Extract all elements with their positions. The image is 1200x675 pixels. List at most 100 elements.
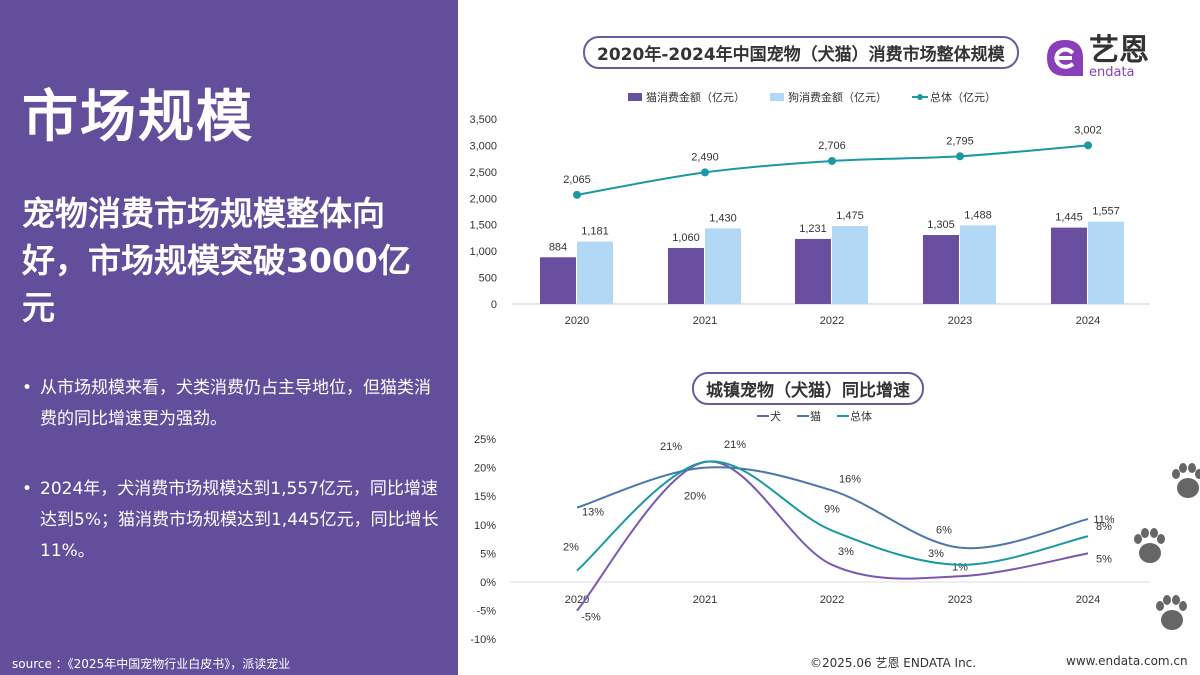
legend-label: 犬	[770, 409, 781, 423]
x-tick-label: 2021	[693, 594, 717, 606]
y-tick-label: 0	[491, 299, 497, 311]
bar-label: 1,181	[581, 226, 609, 238]
x-tick-label: 2023	[948, 594, 972, 606]
growth-label: 20%	[684, 491, 706, 503]
growth-line-2	[576, 460, 1089, 572]
total-label: 2,795	[946, 135, 974, 147]
paw-toe	[1150, 528, 1158, 538]
growth-label: 13%	[582, 507, 604, 519]
y-tick-label: 25%	[474, 434, 496, 446]
logo-text: 艺恩	[1089, 33, 1149, 68]
bar-dog	[705, 228, 741, 304]
total-point	[828, 156, 836, 165]
bar-label: 884	[549, 241, 567, 253]
total-line	[576, 144, 1089, 196]
bar-label: 1,231	[799, 223, 827, 235]
section-title: 市场规模	[22, 85, 254, 150]
left-panel: 市场规模 宠物消费市场规模整体向好，市场规模突破3000亿元 从市场规模来看，犬…	[0, 0, 458, 675]
growth-label: 16%	[839, 473, 861, 485]
paw-toe	[1179, 601, 1187, 611]
growth-label: 2%	[563, 542, 579, 554]
bar-dog	[1088, 221, 1124, 304]
legend-swatch	[770, 93, 784, 101]
logo-sub: endata	[1089, 65, 1135, 80]
x-tick-label: 2024	[1076, 315, 1100, 327]
y-tick-label: 500	[479, 273, 497, 285]
y-tick-label: 1,000	[469, 246, 497, 258]
legend-label: 狗消费金额（亿元）	[788, 90, 887, 104]
source-note: source ：《2025年中国宠物行业白皮书》，派读宠业	[12, 657, 291, 671]
bar-cat	[923, 235, 959, 304]
y-tick-label: 20%	[474, 463, 496, 475]
paw-print-icon	[1139, 543, 1161, 563]
paw-toe	[1141, 528, 1149, 538]
paw-toe	[1157, 534, 1165, 544]
total-point	[1084, 141, 1092, 150]
growth-label: 6%	[936, 525, 952, 537]
endata-logo: 艺恩 endata	[1045, 36, 1149, 79]
bar-label: 1,060	[672, 232, 700, 244]
bar-cat	[668, 247, 704, 304]
growth-label: 3%	[838, 546, 854, 558]
y-tick-label: 3,500	[469, 114, 497, 126]
bullet-1: 从市场规模来看，犬类消费仍占主导地位，但猫类消费的同比增速更为强劲。	[22, 373, 442, 435]
legend-label: 总体	[850, 409, 872, 423]
chart2-title: 城镇宠物（犬猫）同比增速	[692, 372, 924, 405]
growth-label: 9%	[824, 504, 840, 516]
x-tick-label: 2021	[693, 315, 717, 327]
total-label: 2,490	[691, 151, 719, 163]
growth-label: 1%	[952, 561, 968, 573]
bar-dog	[832, 226, 868, 304]
footer-website[interactable]: www.endata.com.cn	[1066, 654, 1188, 668]
chart1-title: 2020年-2024年中国宠物（犬猫）消费市场整体规模	[583, 36, 1019, 69]
total-label: 2,706	[818, 140, 846, 152]
growth-label: 21%	[724, 439, 746, 451]
section-subtitle: 宠物消费市场规模整体向好，市场规模突破3000亿元	[22, 194, 411, 327]
x-tick-label: 2024	[1076, 594, 1100, 606]
legend-swatch	[628, 93, 642, 101]
paw-toe	[1172, 595, 1180, 605]
growth-label: -5%	[581, 612, 601, 624]
legend-label: 总体（亿元）	[930, 90, 996, 104]
y-tick-label: 15%	[474, 491, 496, 503]
paw-toe	[1172, 469, 1180, 479]
bullet-2: 2024年，犬消费市场规模达到1,557亿元，同比增速达到5%；猫消费市场规模达…	[22, 474, 442, 567]
bar-label: 1,305	[927, 219, 955, 231]
y-tick-label: -5%	[476, 606, 496, 618]
bar-dog	[960, 225, 996, 304]
x-tick-label: 2022	[820, 594, 844, 606]
footer-copyright: ©2025.06 艺恩 ENDATA Inc.	[810, 656, 977, 670]
y-tick-label: 3,000	[469, 140, 497, 152]
x-tick-label: 2023	[948, 315, 972, 327]
total-label: 2,065	[563, 174, 591, 186]
x-tick-label: 2020	[565, 315, 589, 327]
y-tick-label: 0%	[480, 577, 496, 589]
bar-dog	[577, 241, 613, 304]
growth-label: 21%	[660, 441, 682, 453]
bar-label: 1,475	[836, 210, 864, 222]
growth-line-1	[576, 466, 1089, 550]
legend-label: 猫	[810, 410, 821, 423]
y-tick-label: 2,500	[469, 167, 497, 179]
bar-cat	[1051, 227, 1087, 304]
paw-toe	[1179, 463, 1187, 473]
paw-toe	[1163, 595, 1171, 605]
logo-icon	[1047, 39, 1083, 76]
y-tick-label: 2,000	[469, 193, 497, 205]
legend-label: 猫消费金额（亿元）	[646, 90, 745, 104]
growth-label: 8%	[1096, 521, 1112, 533]
total-point	[573, 190, 581, 199]
bar-cat	[540, 257, 576, 304]
y-tick-label: 10%	[474, 520, 496, 532]
paw-toe	[1195, 469, 1200, 479]
growth-label: 5%	[1096, 553, 1112, 565]
bar-label: 1,557	[1092, 206, 1120, 218]
bar-cat	[795, 238, 831, 304]
paw-toe	[1134, 534, 1142, 544]
x-tick-label: 2022	[820, 315, 844, 327]
y-tick-label: 5%	[480, 548, 496, 560]
legend-marker	[917, 94, 923, 100]
bar-label: 1,488	[964, 209, 992, 221]
y-tick-label: 1,500	[469, 220, 497, 232]
